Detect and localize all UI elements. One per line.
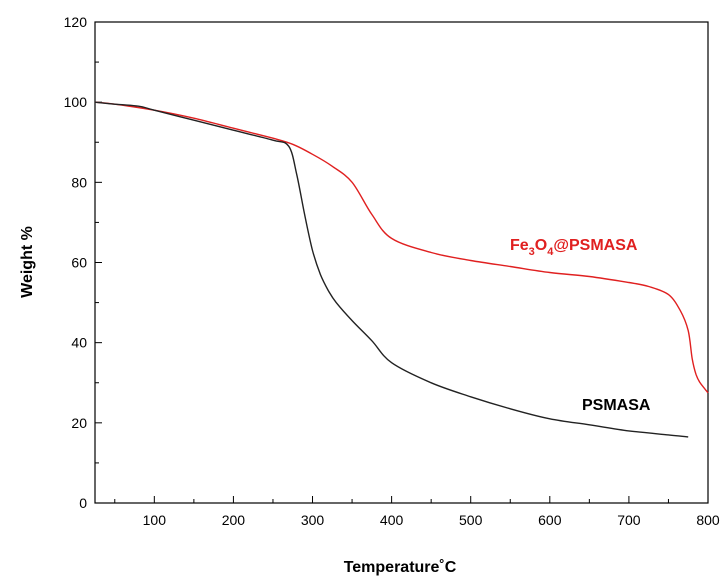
series-line-psmasa — [94, 101, 689, 438]
axes: 0 20 40 60 80 100 120 100 200 300 400 500 600 700 800 — [64, 14, 720, 528]
y-tick-label: 80 — [71, 174, 87, 190]
series-line-fe3o4-psmasa — [94, 101, 709, 394]
x-tick-label: 800 — [696, 512, 720, 528]
y-tick-label: 100 — [64, 94, 88, 110]
y-tick-label: 120 — [64, 14, 88, 30]
y-tick-label: 60 — [71, 255, 87, 271]
plot-frame — [94, 21, 709, 504]
x-axis-title: Temperature˚C — [344, 559, 457, 576]
series-label-fe3o4-psmasa: Fe3O4@PSMASA — [510, 237, 638, 258]
label-part-sub-3: 3 — [529, 246, 535, 258]
y-tick-label: 20 — [71, 415, 87, 431]
y-axis-title: Weight % — [19, 226, 36, 298]
label-part-fe: Fe — [510, 237, 529, 254]
series-layer — [94, 101, 709, 438]
label-part-psmasa: PSMASA — [582, 397, 651, 414]
x-tick-label: 200 — [222, 512, 246, 528]
x-tick-label: 700 — [617, 512, 641, 528]
x-tick-label: 300 — [301, 512, 325, 528]
y-tick-label: 40 — [71, 335, 87, 351]
series-label-psmasa: PSMASA — [582, 397, 651, 414]
x-tick-label: 400 — [380, 512, 404, 528]
label-part-rest: @PSMASA — [553, 237, 638, 254]
x-tick-label: 100 — [143, 512, 167, 528]
label-part-sub-4: 4 — [547, 246, 554, 258]
x-tick-label: 500 — [459, 512, 483, 528]
y-tick-label: 0 — [79, 495, 87, 511]
label-part-o: O — [535, 237, 547, 254]
x-tick-label: 600 — [538, 512, 562, 528]
